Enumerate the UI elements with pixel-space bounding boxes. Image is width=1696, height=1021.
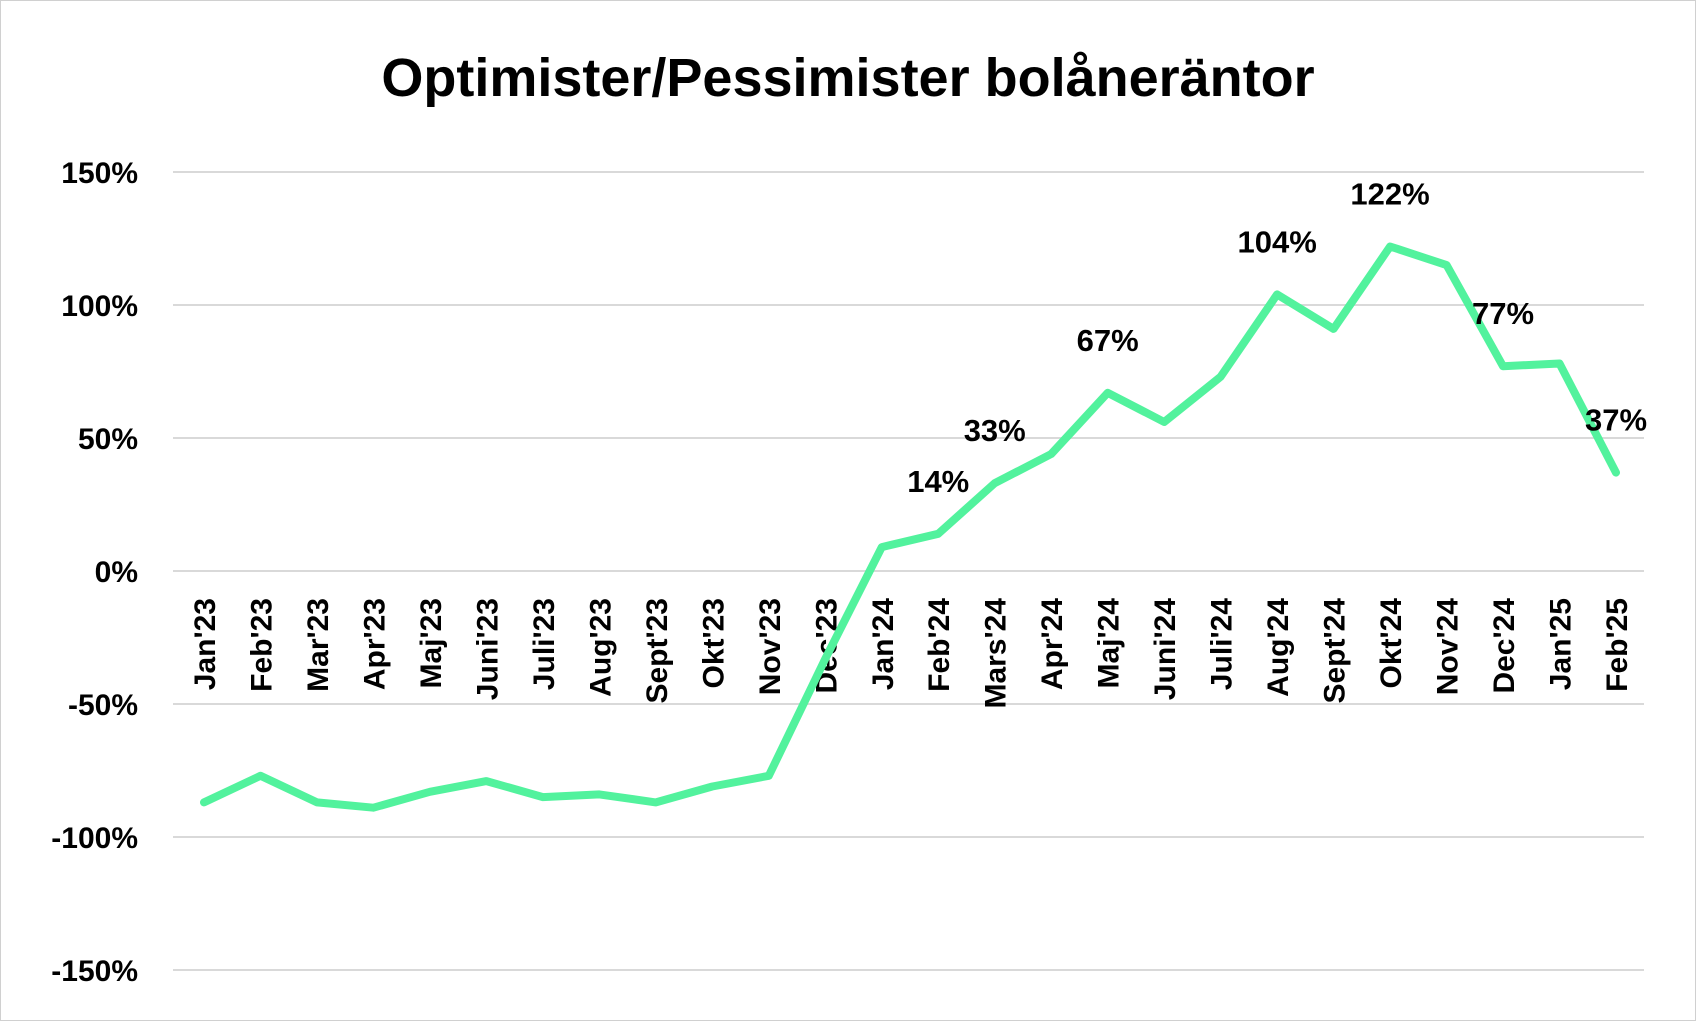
data-point: [540, 795, 545, 800]
y-tick-label: 150%: [61, 157, 138, 190]
x-tick-label: Dec'24: [1488, 598, 1521, 694]
x-tick-label: Mars'24: [980, 598, 1013, 709]
data-point: [1162, 420, 1167, 425]
x-tick-label: Okt'24: [1375, 598, 1408, 689]
y-tick-label: 0%: [95, 556, 138, 589]
data-point: [597, 792, 602, 797]
data-label: 77%: [1472, 296, 1534, 331]
data-point: [314, 800, 319, 805]
data-labels: 14% 33% 67% 104% 122% 77% 37%: [907, 176, 1647, 498]
gridlines: [173, 171, 1644, 971]
x-tick-label: Aug'23: [584, 598, 617, 697]
data-label: 33%: [964, 413, 1026, 448]
data-point: [484, 779, 489, 784]
x-tick-label: Apr'24: [1036, 598, 1069, 690]
x-tick-label: Juli'23: [528, 598, 561, 690]
data-label: 104%: [1237, 224, 1316, 259]
data-point: [1218, 374, 1223, 379]
x-tick-label: Jan'25: [1545, 598, 1578, 690]
data-point: [1275, 292, 1280, 297]
data-point: [202, 800, 206, 805]
data-point: [1388, 244, 1393, 249]
data-point: [653, 800, 658, 805]
data-label: 37%: [1585, 403, 1647, 438]
data-label: 14%: [907, 464, 969, 499]
x-tick-label: Sept'24: [1319, 598, 1352, 704]
y-tick-label: 50%: [78, 423, 138, 456]
chart-title: Optimister/Pessimister bolåneräntor: [381, 48, 1314, 108]
data-point: [258, 773, 263, 778]
data-point: [879, 545, 884, 550]
x-tick-label: Aug'24: [1262, 598, 1295, 697]
data-point: [1331, 326, 1336, 331]
x-tick-label: Apr'23: [358, 598, 391, 690]
series-layer: [200, 242, 1620, 812]
data-point: [371, 805, 376, 810]
x-tick-label: Mar'23: [302, 598, 335, 692]
y-tick-label: -100%: [51, 822, 138, 855]
x-tick-label: Maj'23: [415, 598, 448, 689]
x-tick-label: Feb'23: [245, 598, 278, 692]
x-tick-label: Nov'23: [754, 598, 787, 695]
x-tick-label: Sept'23: [641, 598, 674, 704]
data-point: [823, 656, 828, 661]
data-point: [1444, 263, 1449, 268]
x-tick-label: Jan'24: [867, 598, 900, 691]
data-point: [992, 481, 997, 486]
x-tick-label: Juni'23: [471, 598, 504, 700]
x-tick-label: Nov'24: [1432, 598, 1465, 695]
y-tick-label: -150%: [51, 955, 138, 988]
x-tick-label: Okt'23: [697, 598, 730, 689]
data-point: [766, 773, 771, 778]
data-point: [936, 531, 941, 536]
y-axis-tick-labels: 150% 100% 50% 0% -50% -100% -150%: [51, 157, 138, 988]
y-tick-label: -50%: [68, 689, 138, 722]
data-point: [1105, 390, 1110, 395]
data-point: [710, 784, 715, 789]
x-tick-label: Juli'24: [1206, 598, 1239, 690]
x-axis-tick-labels: Jan'23 Feb'23 Mar'23 Apr'23 Maj'23 Juni'23 Jul…: [189, 598, 1634, 709]
x-tick-label: Juni'24: [1149, 598, 1182, 700]
x-tick-label: Jan'23: [189, 598, 222, 690]
data-point: [1557, 361, 1562, 366]
x-tick-label: Feb'24: [923, 598, 956, 692]
data-label: 67%: [1077, 323, 1139, 358]
x-tick-label: Feb'25: [1601, 598, 1634, 692]
data-point: [1049, 451, 1054, 456]
x-tick-label: Maj'24: [1093, 598, 1126, 689]
data-point: [427, 789, 432, 794]
y-tick-label: 100%: [61, 290, 138, 323]
data-label: 122%: [1350, 176, 1429, 211]
data-point: [1614, 470, 1618, 475]
data-point: [1501, 364, 1506, 369]
series-line: [200, 242, 1620, 812]
